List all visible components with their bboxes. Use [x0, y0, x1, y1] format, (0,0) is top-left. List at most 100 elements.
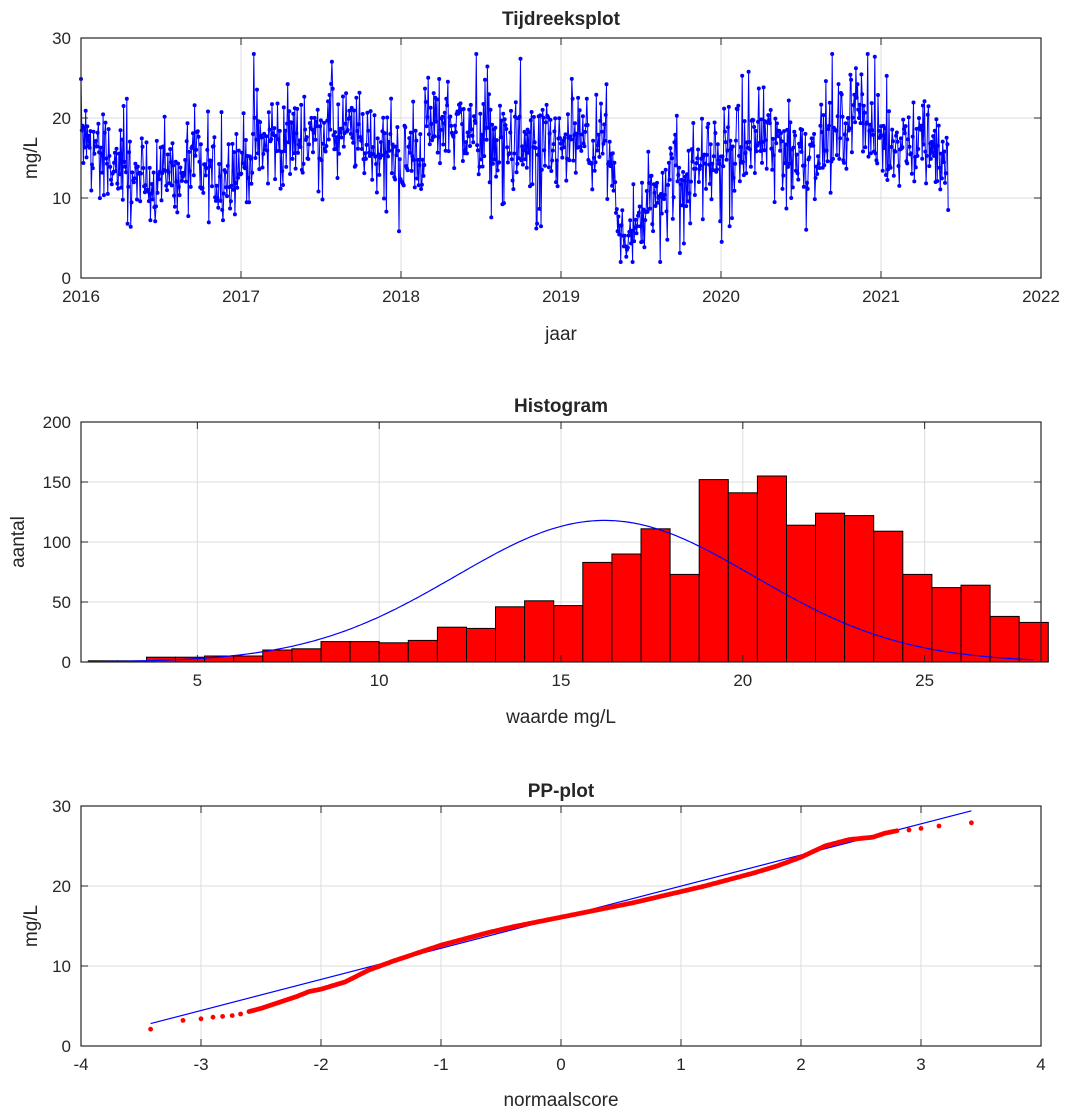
timeseries-point: [261, 151, 266, 156]
timeseries-point: [535, 221, 540, 226]
timeseries-point: [726, 104, 731, 109]
timeseries-point: [554, 158, 559, 163]
timeseries-point: [287, 109, 292, 114]
timeseries-point: [891, 173, 896, 178]
timeseries-point: [103, 120, 108, 125]
timeseries-point: [318, 124, 323, 129]
timeseries-point: [405, 168, 410, 173]
timeseries-point: [916, 147, 921, 151]
timeseries-point: [187, 169, 192, 173]
timeseries-point: [619, 223, 624, 228]
timeseries-point: [446, 149, 451, 154]
timeseries-point: [561, 145, 566, 150]
timeseries-point: [815, 172, 820, 176]
timeseries-point: [86, 133, 91, 138]
timeseries-point: [867, 128, 872, 133]
pp-xtick-label: 2: [796, 1055, 805, 1074]
timeseries-point: [486, 125, 491, 130]
timeseries-point: [388, 132, 393, 136]
histogram-bar: [349, 641, 380, 663]
timeseries-point: [438, 161, 442, 166]
pp-point: [220, 1014, 226, 1019]
timeseries-point: [914, 126, 919, 131]
timeseries-point: [172, 204, 177, 209]
histogram-bar: [291, 648, 322, 663]
timeseries-point: [87, 145, 92, 150]
timeseries-point: [728, 138, 733, 143]
timeseries-point: [169, 160, 173, 165]
timeseries-point: [778, 148, 783, 153]
timeseries-point: [898, 136, 903, 141]
timeseries-point: [689, 179, 693, 184]
timeseries-point: [109, 182, 114, 187]
timeseries-point: [333, 147, 338, 151]
timeseries-point: [573, 121, 577, 126]
timeseries-point: [873, 151, 878, 156]
timeseries-point: [383, 150, 388, 155]
timeseries-point: [856, 107, 861, 112]
timeseries-point: [920, 103, 925, 108]
timeseries-point: [874, 158, 879, 163]
timeseries-point: [182, 172, 187, 177]
timeseries-point: [896, 164, 901, 168]
timeseries-point: [732, 188, 737, 193]
timeseries-point: [281, 183, 285, 187]
timeseries-point: [249, 181, 254, 186]
timeseries-point: [385, 115, 390, 120]
timeseries-point: [297, 138, 302, 143]
timeseries-point: [300, 170, 305, 175]
timeseries-point: [411, 99, 416, 104]
timeseries-point: [316, 189, 321, 194]
timeseries-point: [223, 170, 228, 175]
histogram-title: Histogram: [514, 396, 608, 417]
timeseries-point: [451, 134, 456, 139]
timeseries-point: [465, 130, 470, 135]
timeseries-point: [526, 150, 531, 155]
timeseries-point: [479, 132, 484, 137]
timeseries-point: [576, 95, 581, 100]
timeseries-point: [705, 125, 710, 130]
timeseries-point: [368, 109, 373, 114]
timeseries-point: [596, 132, 601, 137]
timeseries-ytick-label: 20: [52, 109, 71, 128]
timeseries-point: [236, 148, 241, 153]
timeseries-point: [357, 90, 362, 95]
histogram-bar: [960, 584, 991, 663]
timeseries-point: [942, 149, 947, 154]
timeseries-point: [301, 161, 306, 166]
timeseries-point: [771, 136, 775, 141]
timeseries-point: [543, 163, 547, 168]
pp-xtick-label: -1: [433, 1055, 448, 1074]
timeseries-point: [676, 173, 681, 177]
timeseries-point: [688, 221, 693, 226]
timeseries-point: [906, 137, 910, 142]
timeseries-point: [788, 120, 793, 125]
timeseries-point: [254, 137, 259, 142]
timeseries-point: [740, 73, 745, 78]
timeseries-point: [355, 129, 360, 133]
timeseries-point: [747, 140, 752, 144]
timeseries-point: [882, 146, 887, 150]
timeseries-point: [464, 151, 469, 156]
timeseries-point: [518, 56, 523, 61]
timeseries-point: [291, 111, 296, 116]
timeseries-point: [162, 114, 167, 119]
timeseries-point: [135, 197, 139, 202]
timeseries-point: [286, 140, 291, 145]
timeseries-point: [599, 129, 604, 134]
pp-point: [936, 823, 942, 829]
timeseries-point: [463, 148, 468, 153]
timeseries-point: [573, 170, 578, 175]
timeseries-point: [483, 77, 487, 82]
timeseries-point: [601, 141, 606, 146]
timeseries-point: [901, 117, 906, 122]
timeseries-point: [786, 164, 790, 169]
timeseries-point: [706, 121, 711, 126]
pp-point: [894, 828, 900, 834]
timeseries-point: [164, 183, 169, 188]
timeseries-point: [622, 233, 627, 238]
timeseries-point: [427, 142, 432, 147]
timeseries-point: [818, 123, 823, 128]
histogram-bar: [582, 561, 613, 663]
timeseries-point: [783, 142, 788, 147]
